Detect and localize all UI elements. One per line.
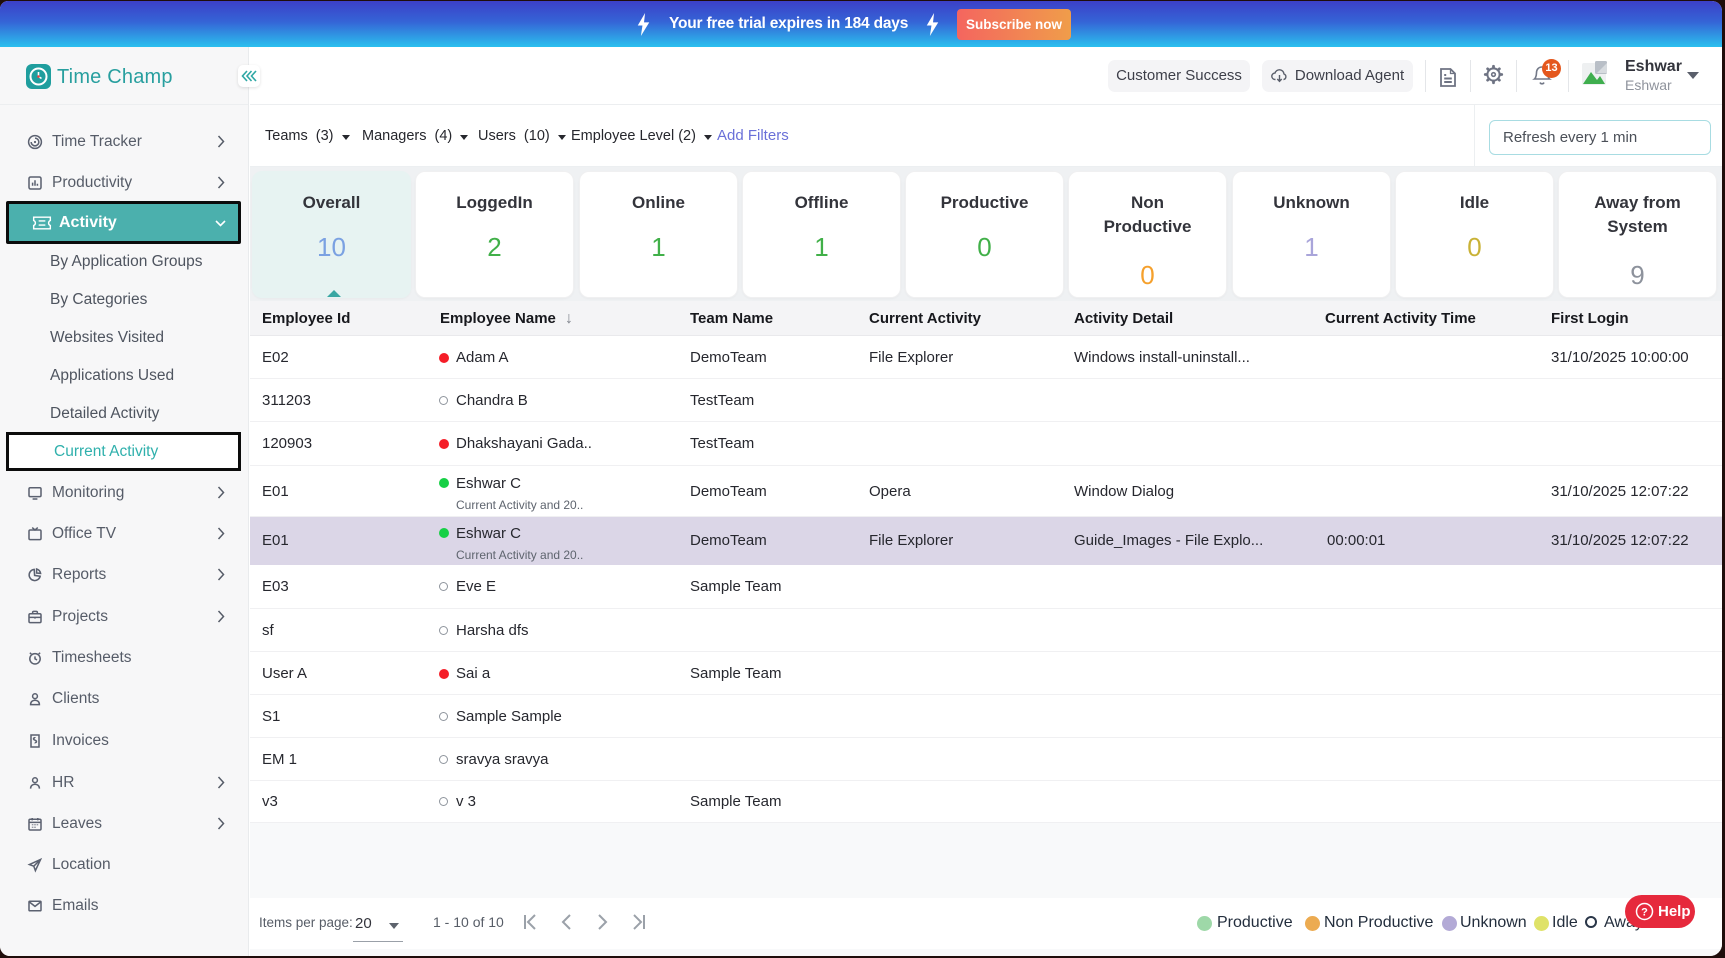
svg-text:?: ? bbox=[1641, 907, 1648, 919]
